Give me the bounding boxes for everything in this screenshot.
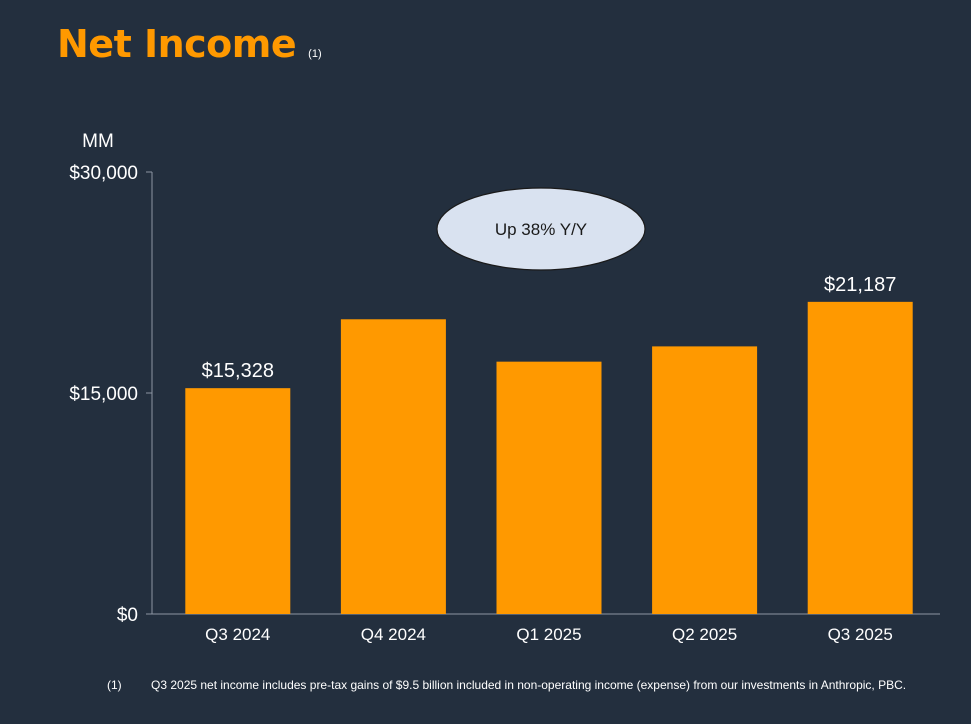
y-tick-label: $0 xyxy=(117,605,138,626)
x-tick-label: Q3 2025 xyxy=(828,625,893,644)
x-tick-label: Q2 2025 xyxy=(672,625,737,644)
x-tick-label: Q3 2024 xyxy=(205,625,270,644)
data-labels: $15,328 $21,187 xyxy=(202,274,897,382)
data-label: $15,328 xyxy=(202,360,274,382)
footnote-text: Q3 2025 net income includes pre-tax gain… xyxy=(151,678,907,692)
footnote: (1) Q3 2025 net income includes pre-tax … xyxy=(107,678,927,693)
bars xyxy=(185,301,913,614)
y-tick-label: $30,000 xyxy=(69,163,138,184)
callout-text: Up 38% Y/Y xyxy=(495,220,587,239)
bar xyxy=(807,301,913,614)
x-axis-ticks: Q3 2024 Q4 2024 Q1 2025 Q2 2025 Q3 2025 xyxy=(205,625,893,644)
y-tick-label: $15,000 xyxy=(69,384,138,405)
bar xyxy=(652,346,758,614)
bar xyxy=(340,319,446,614)
title-row: Net Income (1) xyxy=(57,22,322,66)
bar xyxy=(185,388,291,614)
footnote-marker: (1) xyxy=(107,678,122,692)
page-title: Net Income xyxy=(57,22,297,66)
x-tick-label: Q4 2024 xyxy=(361,625,426,644)
bar xyxy=(496,361,602,614)
title-footnote-marker: (1) xyxy=(308,48,322,60)
data-label: $21,187 xyxy=(824,274,896,296)
callout: Up 38% Y/Y xyxy=(436,187,646,271)
x-tick-label: Q1 2025 xyxy=(516,625,581,644)
y-axis-label: MM xyxy=(82,131,114,152)
callout-bubble xyxy=(436,187,646,271)
